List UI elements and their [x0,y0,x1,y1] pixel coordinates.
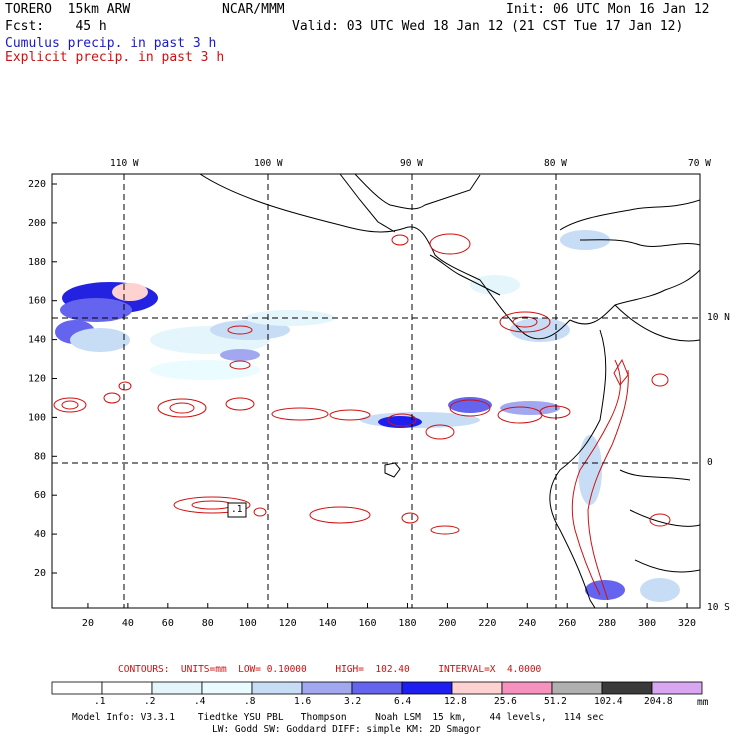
legend-label: 51.2 [544,696,567,707]
model-physics: LW: Godd SW: Goddard DIFF: simple KM: 2D… [212,724,481,735]
lat-label-10s: 10 S [707,602,730,613]
center-label: NCAR/MMM [222,2,285,17]
x-tick-label: 80 [202,618,214,629]
lon-label-110w: 110 W [110,158,139,169]
legend-label: 1.6 [294,696,312,707]
legend-label: .2 [144,696,156,707]
legend-color-box [351,681,403,695]
legend-label: 12.8 [444,696,467,707]
x-tick-label: 300 [638,618,656,629]
legend-color-box [551,681,603,695]
y-tick-label: 40 [34,529,46,540]
y-tick-label: 100 [28,412,46,423]
legend-color-box [451,681,503,695]
lat-label-0: 0 [707,457,713,468]
legend-color-box [501,681,553,695]
x-tick-label: 320 [678,618,696,629]
x-tick-label: 240 [518,618,536,629]
x-tick-label: 140 [319,618,337,629]
legend-color-box [201,681,253,695]
y-tick-label: 180 [28,257,46,268]
y-tick-label: 160 [28,296,46,307]
lat-label-10n: 10 N [707,312,730,323]
legend-color-boxes [51,681,703,695]
x-tick-label: 200 [438,618,456,629]
legend-unit: mm [697,697,709,708]
contour-interval: INTERVAL=X 4.0000 [438,664,542,675]
contour-high: HIGH= 102.40 [335,664,410,675]
legend-label: .8 [244,696,256,707]
x-tick-label: 180 [398,618,416,629]
contour-info: CONTOURS: UNITS=mm LOW= 0.10000 HIGH= 10… [118,664,541,675]
legend-color-box [301,681,353,695]
legend-label: 204.8 [644,696,673,707]
x-tick-label: 160 [358,618,376,629]
x-tick-label: 20 [82,618,94,629]
lon-label-80w: 80 W [544,158,567,169]
y-tick-label: 80 [34,451,46,462]
legend-color-box [401,681,453,695]
model-info: Model Info: V3.3.1 Tiedtke YSU PBL Thomp… [72,712,604,723]
legend-label: .4 [194,696,206,707]
y-tick-label: 120 [28,373,46,384]
legend-label: .1 [94,696,106,707]
map-field [52,174,700,608]
legend-label: 25.6 [494,696,517,707]
x-tick-label: 100 [239,618,257,629]
contour-units: CONTOURS: UNITS=mm LOW= 0.10000 [118,664,307,675]
legend-color-box [601,681,653,695]
explicit-precip-label: Explicit precip. in past 3 h [5,50,225,65]
explicit-precip-contours [53,233,671,601]
init-time: Init: 06 UTC Mon 16 Jan 12 [506,2,710,17]
lon-label-90w: 90 W [400,158,423,169]
contour-label-value: .1 [231,504,243,515]
legend-color-box [251,681,303,695]
y-tick-label: 220 [28,179,46,190]
forecast-hour: Fcst: 45 h [5,19,107,34]
lon-label-70w: 70 W [688,158,711,169]
map-frame [51,173,701,609]
y-tick-label: 20 [34,568,46,579]
x-tick-label: 220 [478,618,496,629]
legend-label: 102.4 [594,696,623,707]
y-tick-label: 60 [34,490,46,501]
run-title: TORERO 15km ARW [5,2,131,17]
legend-color-box [101,681,153,695]
valid-time: Valid: 03 UTC Wed 18 Jan 12 (21 CST Tue … [292,19,684,34]
cumulus-precip-label: Cumulus precip. in past 3 h [5,36,217,51]
legend-color-box [151,681,203,695]
y-tick-label: 140 [28,335,46,346]
legend-color-box [651,681,703,695]
x-tick-label: 120 [279,618,297,629]
contour-label-box [227,502,247,518]
x-tick-label: 260 [558,618,576,629]
axis-tick-labels: 20 40 60 80 100 120 140 160 180 200 220 20 40 60 80 100… [28,179,696,629]
lon-label-100w: 100 W [254,158,283,169]
lat-lon-grid [52,174,700,608]
legend-label: 6.4 [394,696,412,707]
axis-ticks [52,183,688,608]
y-tick-label: 200 [28,218,46,229]
legend-label: 3.2 [344,696,362,707]
x-tick-label: 60 [162,618,174,629]
legend-color-box [51,681,103,695]
x-tick-label: 280 [598,618,616,629]
x-tick-label: 40 [122,618,134,629]
